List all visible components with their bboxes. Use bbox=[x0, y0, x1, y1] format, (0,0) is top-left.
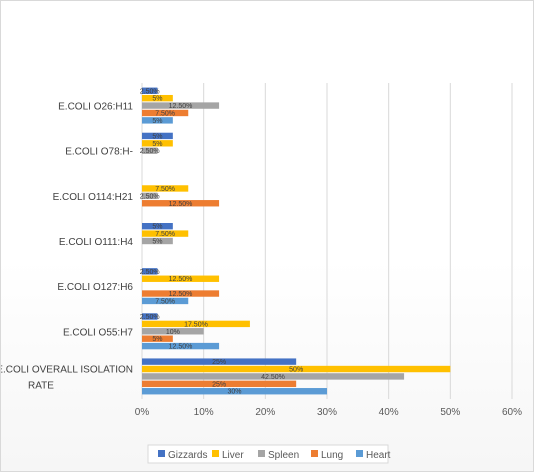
category-label: E.COLI O114:H21 bbox=[53, 192, 134, 203]
bar bbox=[142, 358, 297, 365]
bar bbox=[142, 132, 173, 140]
data-label: 5% bbox=[152, 118, 162, 125]
data-label: 7.50% bbox=[155, 110, 175, 117]
category-label: E.COLI O127:H6 bbox=[57, 282, 133, 293]
x-tick-label: 60% bbox=[502, 407, 522, 418]
data-label: 12.50% bbox=[169, 291, 193, 298]
x-axis-ticks: 0% 10% 20% 30% 40% 50% 60% bbox=[135, 407, 522, 418]
data-label: 12.50% bbox=[169, 103, 193, 110]
data-label: 5% bbox=[152, 133, 162, 140]
bar bbox=[142, 200, 220, 207]
data-label: 25% bbox=[212, 359, 226, 366]
legend-label: Liver bbox=[222, 450, 244, 461]
legend-swatch bbox=[212, 450, 219, 457]
legend-label: Spleen bbox=[268, 450, 299, 461]
legend-swatch bbox=[258, 450, 265, 457]
data-label: 5% bbox=[152, 336, 162, 343]
data-label: 5% bbox=[152, 141, 162, 148]
data-label: 2.50% bbox=[140, 269, 160, 276]
data-label: 50% bbox=[289, 367, 303, 374]
bar bbox=[142, 373, 405, 380]
bar bbox=[142, 223, 173, 230]
data-label: 5% bbox=[152, 224, 162, 231]
x-tick-label: 20% bbox=[255, 407, 275, 418]
data-label: 12.50% bbox=[169, 201, 193, 208]
category-label: E.COLI O26:H11 bbox=[58, 102, 133, 113]
data-label: 7.50% bbox=[155, 298, 175, 305]
data-label: 10% bbox=[166, 329, 180, 336]
category-label: E.COLI OVERALL ISOLATION RATE bbox=[1, 364, 133, 391]
bar bbox=[142, 230, 189, 237]
data-label: 7.50% bbox=[155, 231, 175, 238]
data-label: 12.50% bbox=[169, 276, 193, 283]
bar bbox=[142, 290, 220, 297]
category-label: E.COLI O78:H- bbox=[65, 147, 133, 158]
data-label: 2.50% bbox=[140, 193, 160, 200]
category-label: E.COLI O55:H7 bbox=[63, 327, 133, 338]
data-label: 2.50% bbox=[140, 88, 160, 95]
bar bbox=[142, 320, 250, 328]
x-tick-label: 40% bbox=[379, 407, 399, 418]
bars bbox=[142, 87, 451, 395]
x-tick-label: 0% bbox=[135, 407, 150, 418]
bar bbox=[142, 335, 173, 342]
bar bbox=[142, 109, 189, 117]
bar bbox=[142, 275, 220, 282]
legend-label: Lung bbox=[321, 450, 343, 461]
category-label: E.COLI O111:H4 bbox=[59, 237, 134, 248]
data-label: 30% bbox=[227, 389, 241, 396]
bar bbox=[142, 185, 189, 192]
data-label: 2.50% bbox=[140, 148, 160, 155]
bar bbox=[142, 328, 204, 335]
data-label: 2.50% bbox=[140, 314, 160, 321]
data-label: 5% bbox=[152, 239, 162, 246]
legend-swatch bbox=[311, 450, 318, 457]
data-labels: 25%50%42.50%25%30%2.50%17.50%10%5%12.50%… bbox=[140, 88, 303, 395]
category-labels: E.COLI OVERALL ISOLATION RATE E.COLI O55:H… bbox=[1, 102, 133, 392]
legend: Gizzards Liver Spleen Lung Heart bbox=[147, 444, 391, 464]
x-tick-label: 10% bbox=[194, 407, 214, 418]
legend-swatch bbox=[356, 450, 363, 457]
bar bbox=[142, 380, 297, 388]
legend-box bbox=[147, 444, 389, 464]
gridlines bbox=[141, 83, 513, 399]
legend-swatch bbox=[158, 450, 165, 457]
bar bbox=[142, 102, 220, 109]
x-tick-label: 50% bbox=[440, 407, 460, 418]
bar bbox=[142, 388, 327, 395]
bar bbox=[142, 365, 451, 373]
x-tick-label: 30% bbox=[317, 407, 337, 418]
data-label: 42.50% bbox=[261, 374, 285, 381]
bar bbox=[142, 342, 220, 350]
data-label: 17.50% bbox=[184, 321, 208, 328]
bar bbox=[142, 87, 158, 94]
legend-label: Heart bbox=[366, 450, 391, 461]
bar bbox=[142, 147, 158, 154]
bar bbox=[142, 117, 173, 124]
bar bbox=[142, 94, 173, 102]
bar bbox=[142, 140, 173, 147]
data-label: 5% bbox=[152, 96, 162, 103]
bar bbox=[142, 268, 158, 275]
bar bbox=[142, 237, 173, 245]
data-label: 12.50% bbox=[169, 344, 193, 351]
data-label: 25% bbox=[212, 381, 226, 388]
bar bbox=[142, 192, 158, 200]
bar bbox=[142, 297, 189, 305]
legend-label: Gizzards bbox=[168, 450, 207, 461]
data-label: 7.50% bbox=[155, 186, 175, 193]
bar bbox=[142, 313, 158, 320]
